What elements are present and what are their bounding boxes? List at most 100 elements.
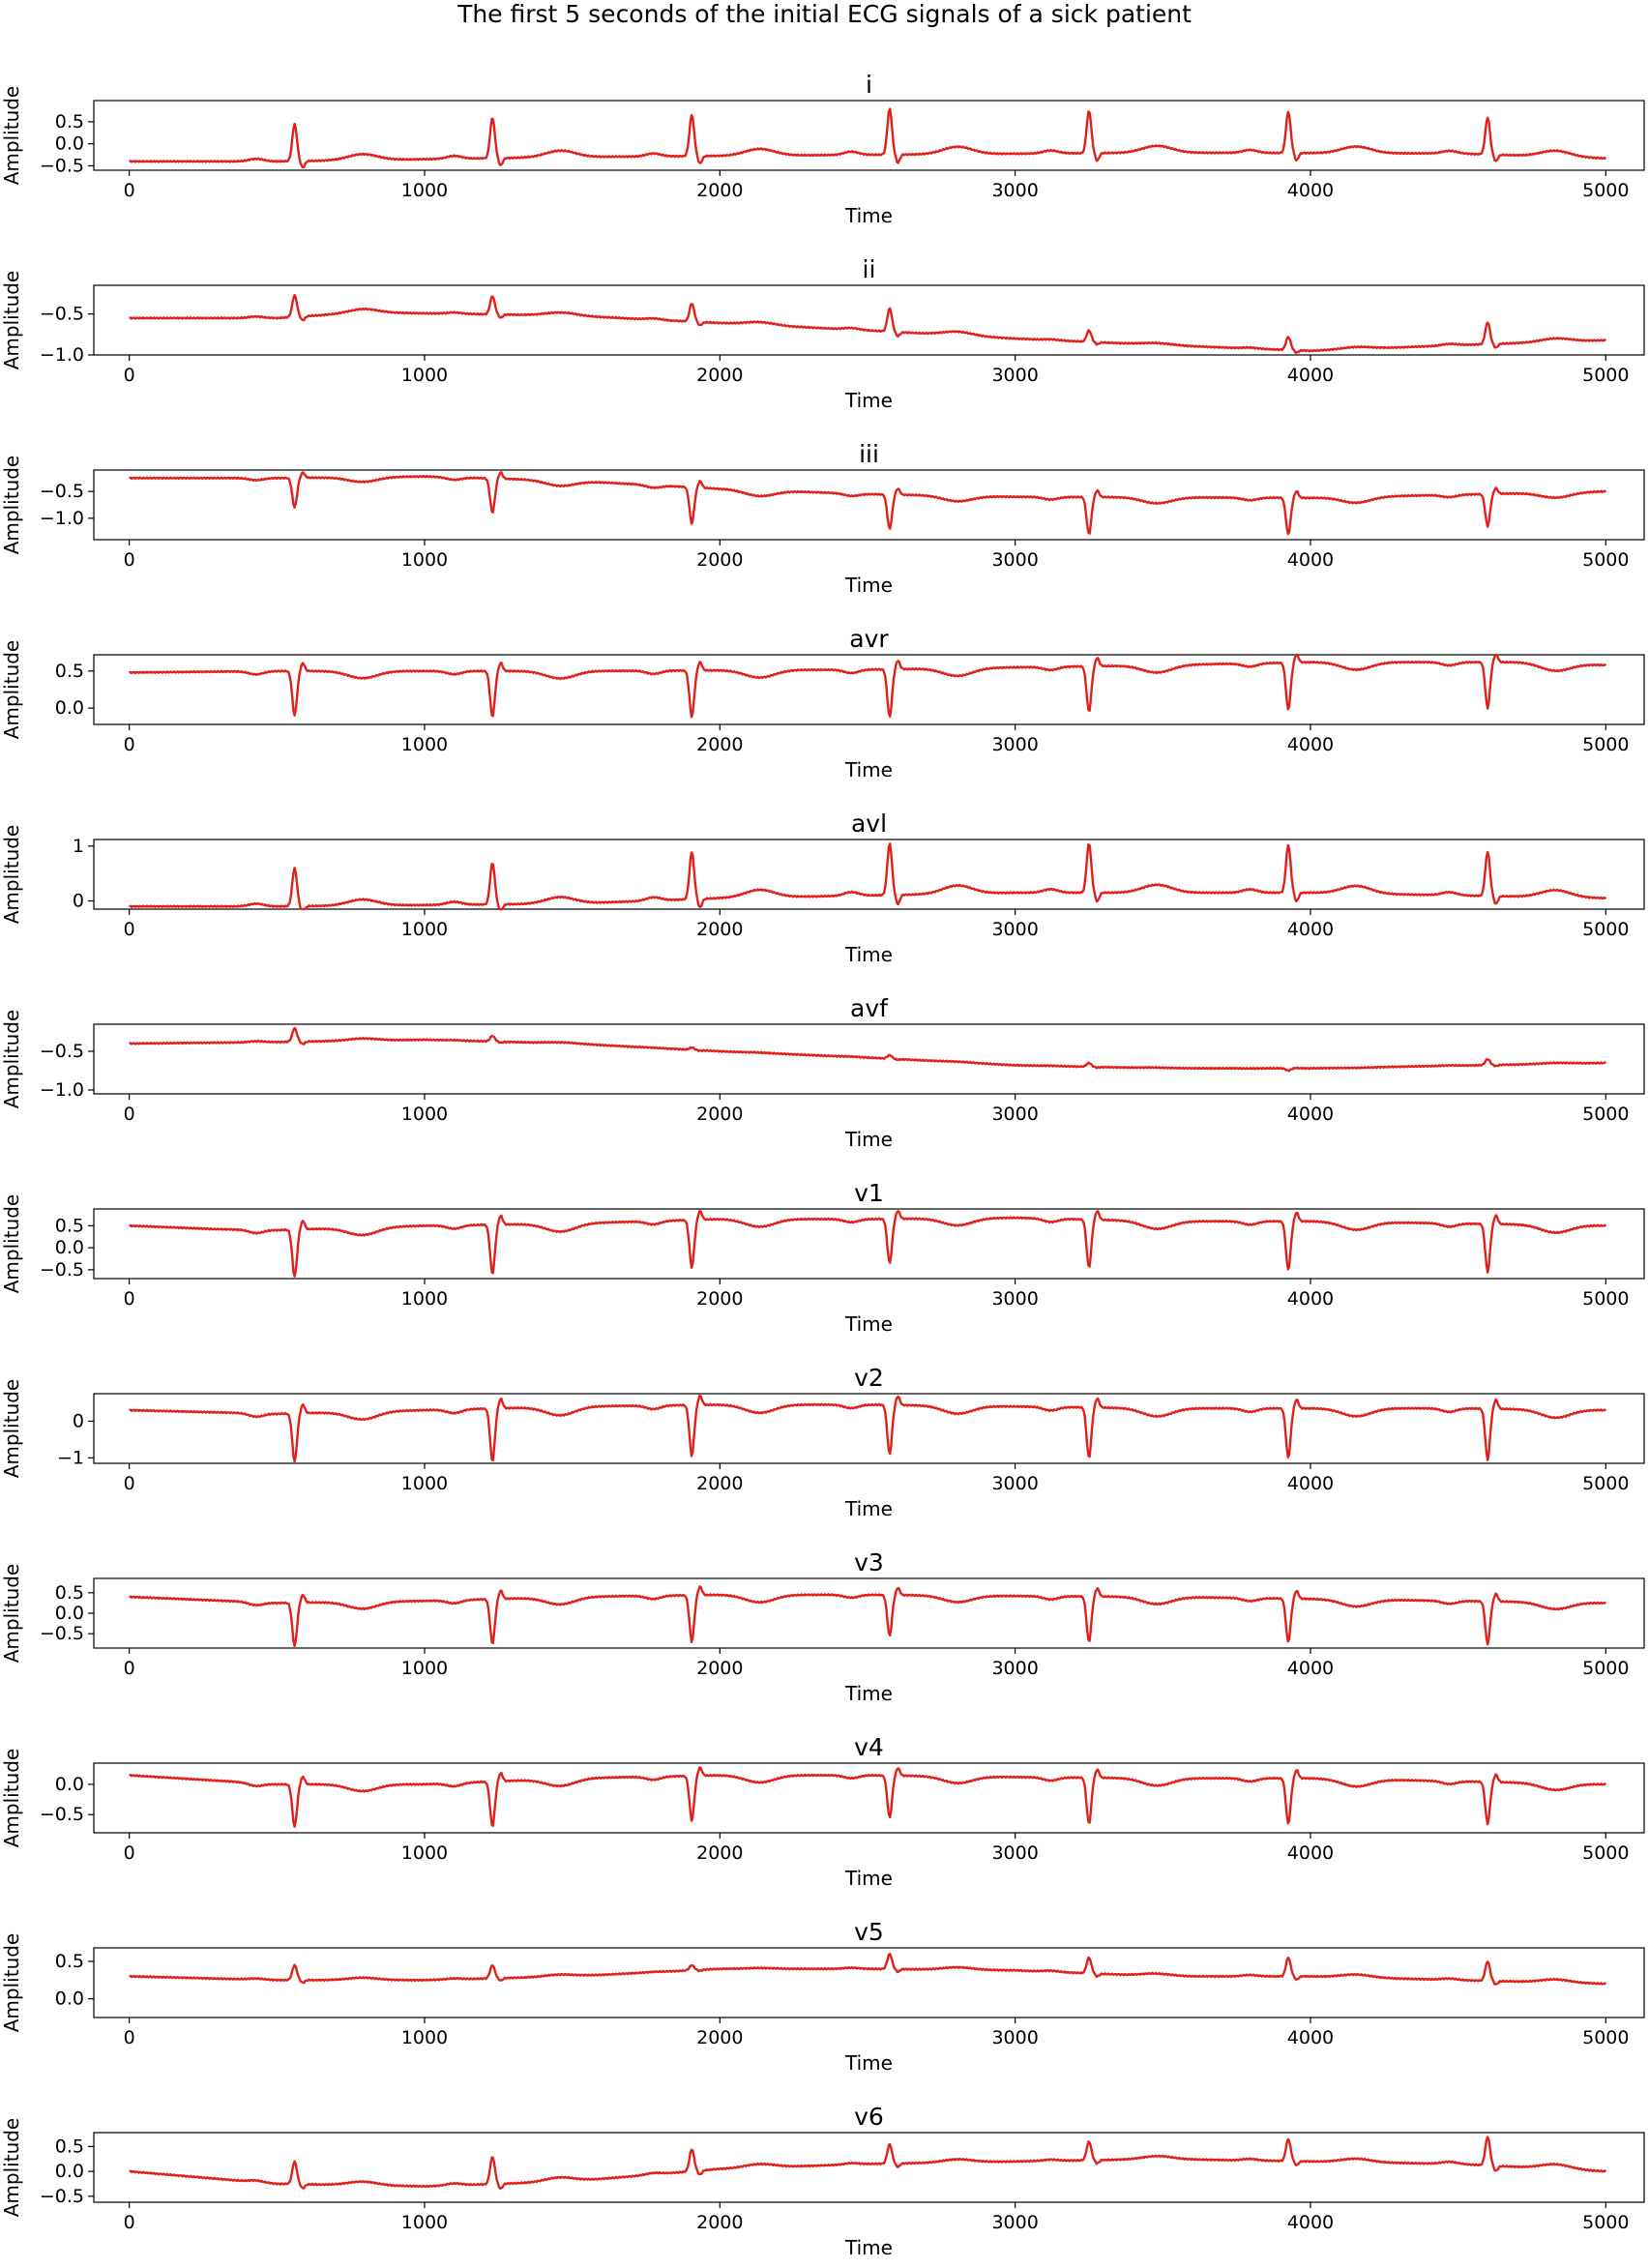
x-tick-label: 2000	[696, 2212, 743, 2233]
x-tick-label: 3000	[991, 549, 1038, 571]
x-tick-label: 0	[124, 1658, 135, 1679]
x-tick-label: 4000	[1287, 1288, 1334, 1310]
x-tick-label: 1000	[401, 1104, 448, 1125]
series-line-ii	[129, 293, 1607, 354]
panel-title-i: i	[866, 71, 872, 99]
panel-frame-i	[93, 100, 1645, 171]
y-tick-label: −1	[57, 1447, 84, 1468]
x-tick-label: 4000	[1287, 919, 1334, 940]
y-tick-label: −1.0	[40, 1079, 84, 1101]
panel-frame-iii	[93, 469, 1645, 541]
x-tick-label: 3000	[991, 2027, 1038, 2048]
panel-title-ii: ii	[863, 255, 876, 283]
x-tick-label: 0	[124, 2212, 135, 2233]
x-tick-label: 1000	[401, 549, 448, 571]
series-line-v3	[129, 1585, 1607, 1647]
x-tick-label: 4000	[1287, 2212, 1334, 2233]
x-tick-label: 0	[124, 180, 135, 201]
x-tick-label: 5000	[1582, 919, 1629, 940]
y-axis-label: Amplitude	[0, 1749, 23, 1848]
y-tick-label: −0.5	[40, 304, 84, 325]
y-tick-label: −0.5	[40, 1623, 84, 1644]
x-tick-label: 5000	[1582, 1104, 1629, 1125]
x-axis-label: Time	[844, 204, 893, 227]
x-tick-label: 0	[124, 549, 135, 571]
x-tick-label: 0	[124, 734, 135, 755]
x-tick-label: 2000	[696, 1842, 743, 1864]
y-tick-label: −0.5	[40, 1804, 84, 1825]
x-tick-label: 3000	[991, 2212, 1038, 2233]
x-tick-label: 5000	[1582, 1842, 1629, 1864]
panel-title-v3: v3	[854, 1548, 884, 1576]
panel-frame-v1	[93, 1208, 1645, 1280]
panel-frame-v4	[93, 1762, 1645, 1834]
series-line-v2	[129, 1394, 1607, 1463]
y-tick-label: 0.5	[55, 1582, 84, 1604]
y-tick-label: 0.5	[55, 2135, 84, 2157]
x-tick-label: 2000	[696, 549, 743, 571]
x-tick-label: 4000	[1287, 1473, 1334, 1494]
x-tick-label: 2000	[696, 1658, 743, 1679]
y-axis-label: Amplitude	[0, 640, 23, 740]
series-line-avr	[129, 653, 1607, 719]
x-tick-label: 5000	[1582, 2212, 1629, 2233]
y-axis-label: Amplitude	[0, 2118, 23, 2218]
panel-frame-v6	[93, 2132, 1645, 2203]
panel-title-v4: v4	[854, 1733, 884, 1761]
x-tick-label: 4000	[1287, 365, 1334, 386]
x-tick-label: 2000	[696, 1288, 743, 1310]
x-tick-label: 3000	[991, 365, 1038, 386]
series-line-v6	[129, 2135, 1607, 2191]
x-axis-label: Time	[844, 2051, 893, 2075]
x-tick-label: 0	[124, 1473, 135, 1494]
x-axis-label: Time	[844, 943, 893, 966]
panel-frame-ii	[93, 284, 1645, 356]
x-tick-label: 5000	[1582, 180, 1629, 201]
series-line-iii	[129, 471, 1607, 536]
x-tick-label: 3000	[991, 919, 1038, 940]
y-tick-label: −0.5	[40, 1259, 84, 1281]
x-tick-label: 3000	[991, 1104, 1038, 1125]
x-tick-label: 2000	[696, 919, 743, 940]
y-tick-label: −0.5	[40, 1041, 84, 1062]
x-axis-label: Time	[844, 389, 893, 412]
x-tick-label: 0	[124, 2027, 135, 2048]
y-tick-label: 0.0	[55, 697, 84, 719]
y-axis-label: Amplitude	[0, 1010, 23, 1109]
y-tick-label: 0.0	[55, 1603, 84, 1624]
x-tick-label: 4000	[1287, 549, 1334, 571]
x-tick-label: 4000	[1287, 2027, 1334, 2048]
x-axis-label: Time	[844, 758, 893, 781]
series-line-avf	[129, 1026, 1607, 1073]
x-tick-label: 2000	[696, 2027, 743, 2048]
y-axis-label: Amplitude	[0, 86, 23, 186]
y-axis-label: Amplitude	[0, 1379, 23, 1479]
x-tick-label: 0	[124, 1842, 135, 1864]
x-axis-label: Time	[844, 1312, 893, 1336]
x-axis-label: Time	[844, 1682, 893, 1705]
panel-frame-v2	[93, 1393, 1645, 1464]
x-axis-label: Time	[844, 1128, 893, 1151]
panel-frame-avf	[93, 1023, 1645, 1095]
x-tick-label: 4000	[1287, 734, 1334, 755]
x-tick-label: 3000	[991, 1842, 1038, 1864]
y-tick-label: 0.5	[55, 1215, 84, 1236]
series-line-v4	[129, 1766, 1607, 1828]
x-tick-label: 5000	[1582, 2027, 1629, 2048]
y-tick-label: 0.5	[55, 1951, 84, 1972]
x-tick-label: 5000	[1582, 1473, 1629, 1494]
panel-frame-avr	[93, 654, 1645, 725]
y-tick-label: 0.0	[55, 1988, 84, 2010]
x-axis-label: Time	[844, 1867, 893, 1890]
y-tick-label: 1	[73, 836, 84, 857]
x-tick-label: 4000	[1287, 1658, 1334, 1679]
panel-title-v1: v1	[854, 1179, 884, 1207]
x-tick-label: 3000	[991, 180, 1038, 201]
x-tick-label: 5000	[1582, 549, 1629, 571]
panel-title-avf: avf	[850, 994, 889, 1022]
y-tick-label: 0.0	[55, 1774, 84, 1795]
y-axis-label: Amplitude	[0, 456, 23, 555]
x-tick-label: 1000	[401, 1658, 448, 1679]
x-tick-label: 1000	[401, 1473, 448, 1494]
